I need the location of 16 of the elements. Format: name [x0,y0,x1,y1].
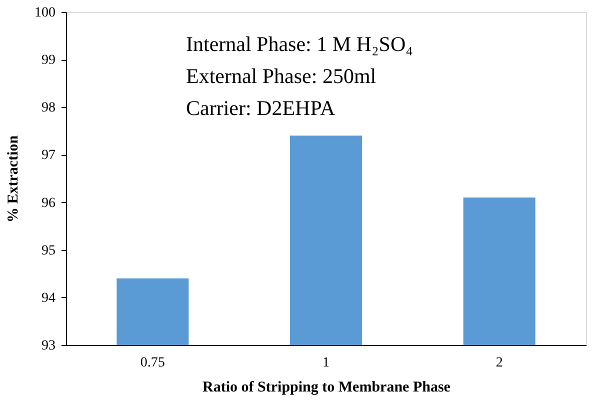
y-tick-label: 94 [42,290,56,306]
y-tick-label: 96 [42,196,56,211]
x-tick-label: 0.75 [140,356,165,370]
x-tick-label: 1 [322,356,330,370]
y-tick-label: 93 [42,338,56,354]
annotation: Carrier: D2EHPA [186,96,336,120]
x-tick-label: 2 [496,356,503,370]
annotation: Internal Phase: 1 M H₂SO₄ [186,32,413,56]
y-axis-title: % Extraction [6,134,22,223]
x-axis-title: Ratio of Stripping to Membrane Phase [202,380,451,396]
y-tick-label: 100 [34,6,56,20]
y-tick-label: 95 [42,243,56,258]
annotation: External Phase: 250ml [186,64,376,88]
y-tick-label: 97 [42,148,56,164]
y-tick-label: 98 [42,100,56,116]
y-tick-label: 99 [42,53,56,68]
